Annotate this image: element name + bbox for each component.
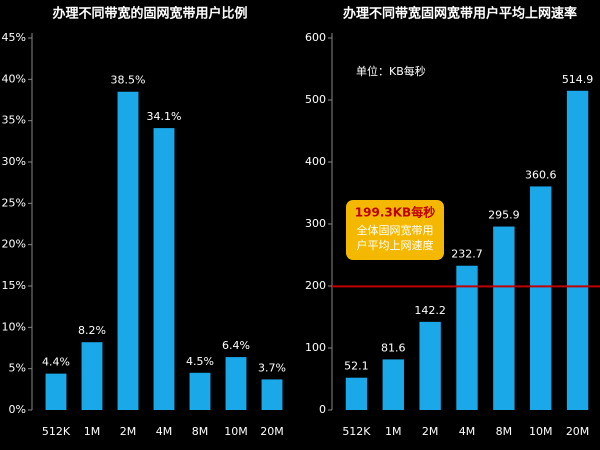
data-label: 38.5% <box>111 74 146 87</box>
y-tick-label: 100 <box>305 341 326 354</box>
y-tick-label: 5% <box>9 362 26 375</box>
y-tick-label: 400 <box>305 155 326 168</box>
data-label: 232.7 <box>451 248 483 261</box>
y-tick-label: 0% <box>9 403 26 416</box>
bar <box>493 226 515 410</box>
data-label: 514.9 <box>562 73 594 86</box>
x-tick-label: 20M <box>260 425 284 438</box>
callout-value: 199.3KB每秒 <box>355 205 435 220</box>
data-label: 52.1 <box>344 360 369 373</box>
data-label: 360.6 <box>525 168 557 181</box>
chart-title: 办理不同带宽的固网宽带用户比例 <box>52 6 247 22</box>
x-tick-label: 20M <box>566 425 590 438</box>
y-tick-label: 15% <box>2 279 26 292</box>
bar <box>153 128 175 410</box>
chart-title: 办理不同带宽固网宽带用户平均上网速率 <box>343 6 577 22</box>
bar <box>117 91 139 410</box>
x-tick-label: 512K <box>342 425 371 438</box>
bar <box>225 357 247 410</box>
bar <box>189 372 211 410</box>
y-tick-label: 0 <box>319 403 326 416</box>
callout-box <box>346 200 444 260</box>
x-tick-label: 2M <box>422 425 439 438</box>
x-tick-label: 8M <box>496 425 513 438</box>
x-tick-label: 1M <box>385 425 402 438</box>
x-tick-label: 2M <box>120 425 137 438</box>
bar <box>566 90 589 411</box>
bar <box>81 342 103 410</box>
y-tick-label: 500 <box>305 93 326 106</box>
data-label: 6.4% <box>222 339 250 352</box>
x-tick-label: 10M <box>224 425 248 438</box>
y-tick-label: 25% <box>2 196 26 209</box>
bar <box>456 265 478 410</box>
y-tick-label: 40% <box>2 72 26 85</box>
data-label: 34.1% <box>147 110 182 123</box>
bar <box>419 321 441 410</box>
y-tick-label: 35% <box>2 114 26 127</box>
bar <box>345 377 368 410</box>
callout-text: 全体固网宽带用 <box>357 223 434 237</box>
data-label: 295.9 <box>488 209 520 222</box>
data-label: 8.2% <box>78 324 106 337</box>
bar <box>530 186 552 410</box>
y-tick-label: 200 <box>305 279 326 292</box>
x-tick-label: 10M <box>529 425 553 438</box>
y-tick-label: 300 <box>305 217 326 230</box>
y-tick-label: 20% <box>2 238 26 251</box>
bar <box>382 359 404 410</box>
bar <box>261 379 283 410</box>
x-tick-label: 4M <box>459 425 476 438</box>
x-tick-label: 4M <box>156 425 173 438</box>
x-tick-label: 512K <box>42 425 71 438</box>
x-tick-label: 1M <box>84 425 101 438</box>
bar <box>45 373 67 410</box>
data-label: 81.6 <box>381 341 406 354</box>
y-tick-label: 30% <box>2 155 26 168</box>
data-label: 4.4% <box>42 356 70 369</box>
data-label: 3.7% <box>258 361 286 374</box>
y-tick-label: 10% <box>2 320 26 333</box>
x-tick-label: 8M <box>192 425 209 438</box>
y-tick-label: 45% <box>2 31 26 44</box>
unit-label: 单位：KB每秒 <box>356 64 426 78</box>
callout-text: 户平均上网速度 <box>357 238 434 252</box>
data-label: 142.2 <box>414 304 446 317</box>
y-tick-label: 600 <box>305 31 326 44</box>
data-label: 4.5% <box>186 355 214 368</box>
